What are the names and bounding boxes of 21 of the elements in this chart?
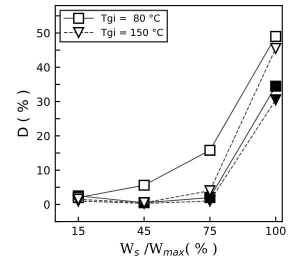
point: [270, 42, 282, 54]
point: [204, 144, 216, 156]
point: [270, 30, 282, 42]
point: [138, 180, 150, 191]
x-axis-title: W$_{s}$ /W$_{max}$( % ): [120, 242, 217, 256]
x-tick-label: 15: [72, 226, 84, 236]
point: [270, 94, 282, 106]
x-tick-label: 75: [204, 226, 216, 236]
legend-label: Tgi = 80 °C: [100, 14, 160, 24]
y-tick-label: 40: [36, 63, 50, 72]
point: [270, 80, 282, 92]
y-tick-label: 50: [37, 28, 50, 38]
y-tick-label: 30: [37, 98, 50, 106]
x-tick-label: 100: [266, 226, 286, 236]
point: [204, 195, 216, 207]
y-tick-label: 0: [44, 200, 50, 209]
y-tick-label: 10: [38, 166, 50, 175]
y-axis-title: D ( % ): [17, 90, 30, 136]
legend-label: Tgi = 150 °C: [100, 28, 163, 38]
x-tick-label: 45: [138, 226, 150, 236]
y-tick-label: 20: [37, 132, 50, 140]
